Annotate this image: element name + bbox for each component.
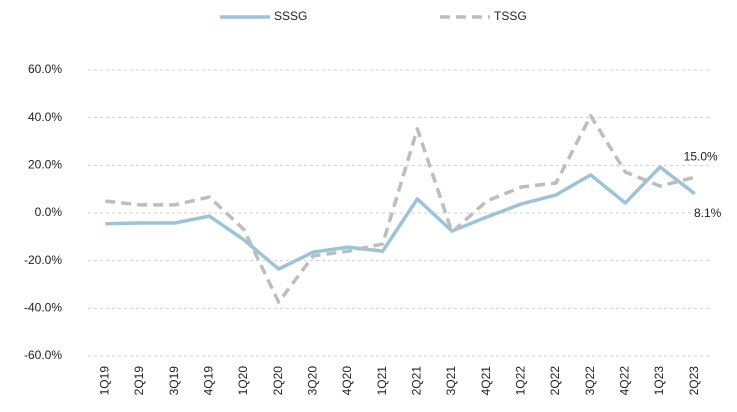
data-label: 8.1% — [694, 206, 722, 220]
x-tick-label: 1Q20 — [236, 366, 250, 396]
y-tick-label: 0.0% — [35, 205, 63, 219]
x-tick-label: 3Q22 — [583, 366, 597, 396]
x-tick-label: 3Q19 — [167, 366, 181, 396]
x-tick-label: 2Q22 — [548, 366, 562, 396]
x-tick-label: 1Q22 — [514, 366, 528, 396]
y-tick-label: 60.0% — [28, 62, 62, 76]
series-line — [105, 165, 696, 271]
y-tick-label: 40.0% — [28, 110, 62, 124]
x-tick-label: 3Q20 — [306, 366, 320, 396]
x-tick-label: 2Q20 — [271, 366, 285, 396]
legend-label: SSSG — [274, 9, 307, 23]
x-tick-label: 4Q22 — [618, 366, 632, 396]
x-tick-label: 2Q23 — [687, 366, 701, 396]
x-tick-label: 4Q19 — [202, 366, 216, 396]
x-tick-label: 1Q21 — [375, 366, 389, 396]
y-tick-label: -60.0% — [24, 348, 62, 362]
x-tick-label: 4Q21 — [479, 366, 493, 396]
x-tick-label: 2Q21 — [410, 366, 424, 396]
legend-label: TSSG — [494, 9, 527, 23]
data-label: 15.0% — [684, 149, 718, 163]
x-tick-label: 4Q20 — [340, 366, 354, 396]
x-tick-label: 1Q19 — [98, 366, 112, 396]
x-tick-label: 3Q21 — [444, 366, 458, 396]
series-line — [105, 114, 696, 304]
y-tick-label: -40.0% — [24, 301, 62, 315]
x-tick-label: 2Q19 — [132, 366, 146, 396]
y-tick-label: -20.0% — [24, 253, 62, 267]
y-tick-label: 20.0% — [28, 158, 62, 172]
x-tick-label: 1Q23 — [652, 366, 666, 396]
